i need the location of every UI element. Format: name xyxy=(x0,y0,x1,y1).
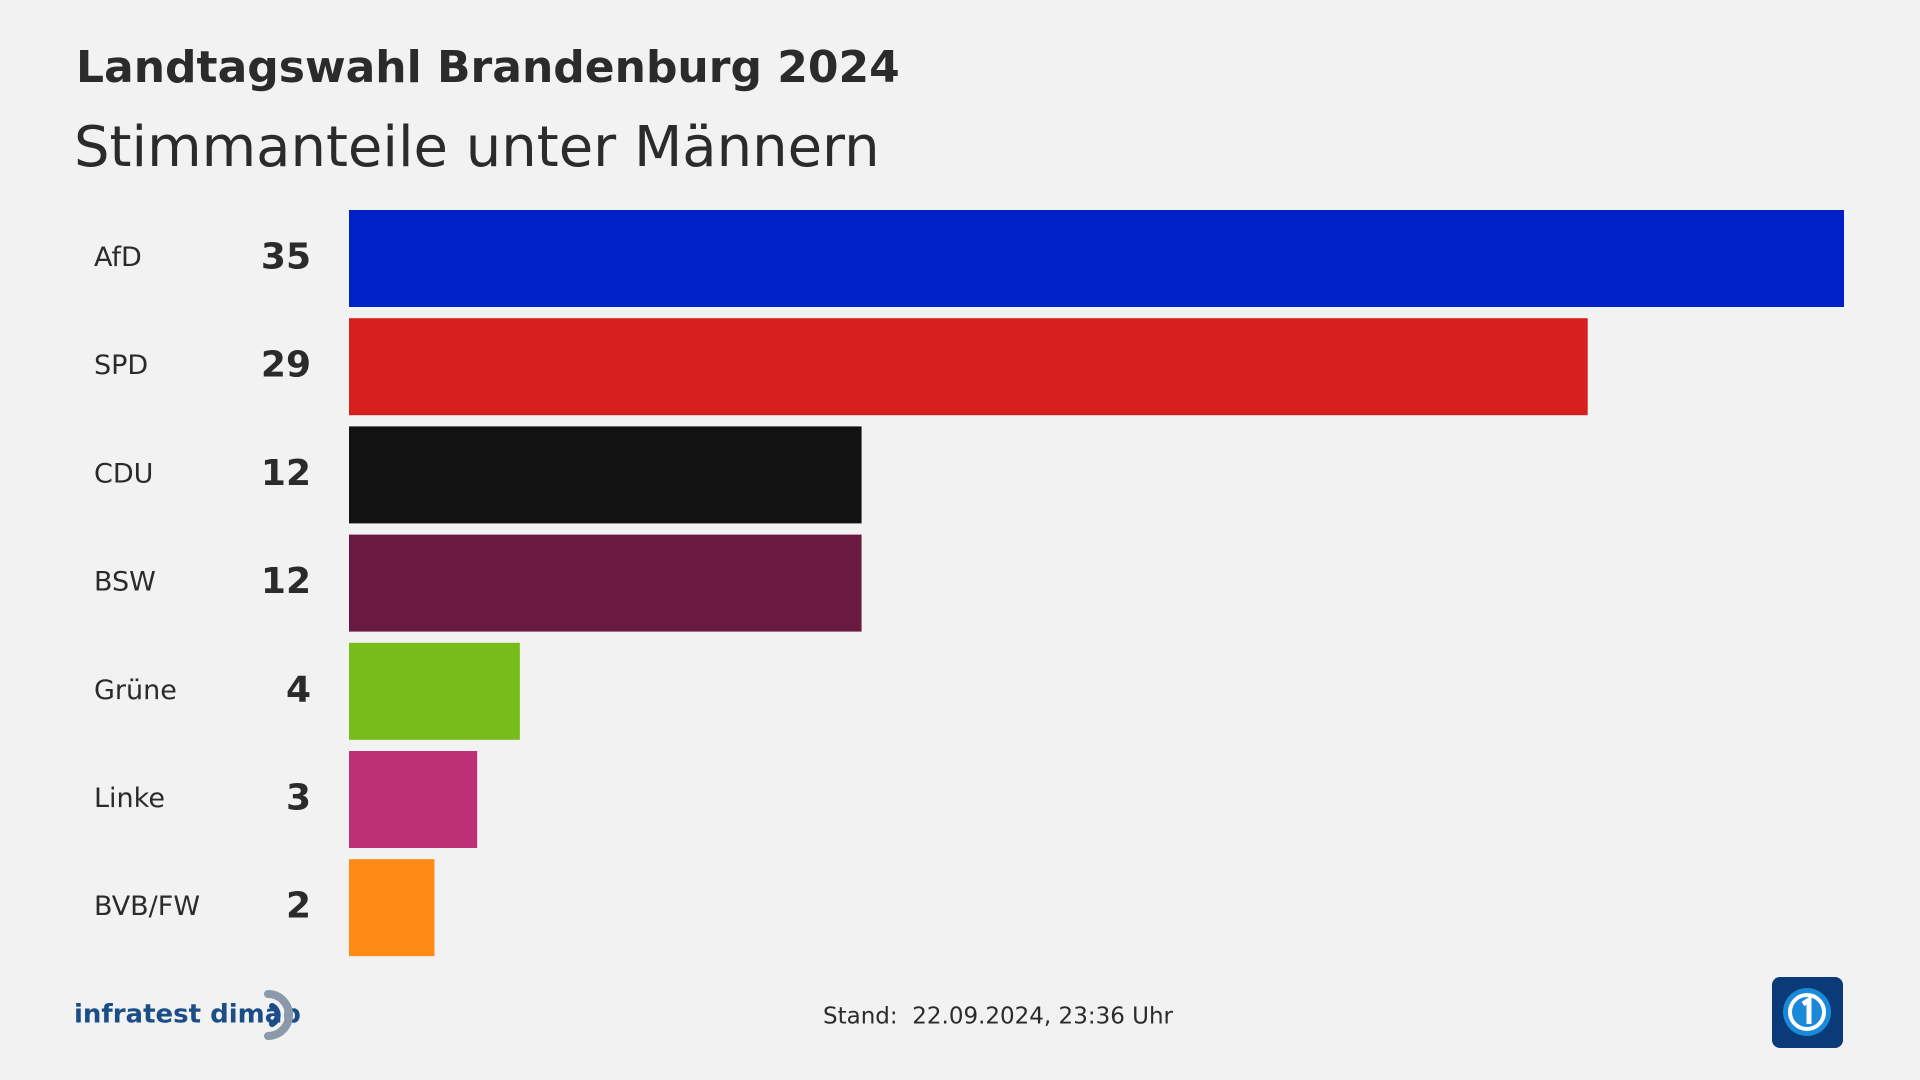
category-label: AfD xyxy=(94,242,142,273)
bar xyxy=(349,318,1588,416)
bar xyxy=(349,426,862,524)
value-label: 35 xyxy=(261,237,311,278)
broadcaster-logo xyxy=(1772,977,1843,1048)
category-label: SPD xyxy=(94,350,148,381)
value-label: 2 xyxy=(286,886,311,927)
bar xyxy=(349,859,435,957)
value-label: 29 xyxy=(261,345,311,386)
chart-subtitle: Stimmanteile unter Männern xyxy=(74,115,880,180)
bar xyxy=(349,751,478,848)
value-label: 12 xyxy=(261,561,311,602)
value-label: 3 xyxy=(286,778,311,819)
source-label: infratest dimap xyxy=(74,1000,301,1030)
bar xyxy=(349,534,862,632)
source-logo xyxy=(264,990,293,1040)
category-label: Linke xyxy=(94,783,165,814)
category-label: BSW xyxy=(94,567,156,598)
timestamp: Stand: 22.09.2024, 23:36 Uhr xyxy=(823,1004,1174,1030)
category-label: Grüne xyxy=(94,675,177,706)
bar xyxy=(349,210,1844,307)
category-label: CDU xyxy=(94,458,153,489)
bar xyxy=(349,642,520,740)
value-label: 4 xyxy=(286,669,311,710)
category-label: BVB/FW xyxy=(94,891,200,922)
chart-title: Landtagswahl Brandenburg 2024 xyxy=(76,42,900,93)
value-label: 12 xyxy=(261,453,311,494)
